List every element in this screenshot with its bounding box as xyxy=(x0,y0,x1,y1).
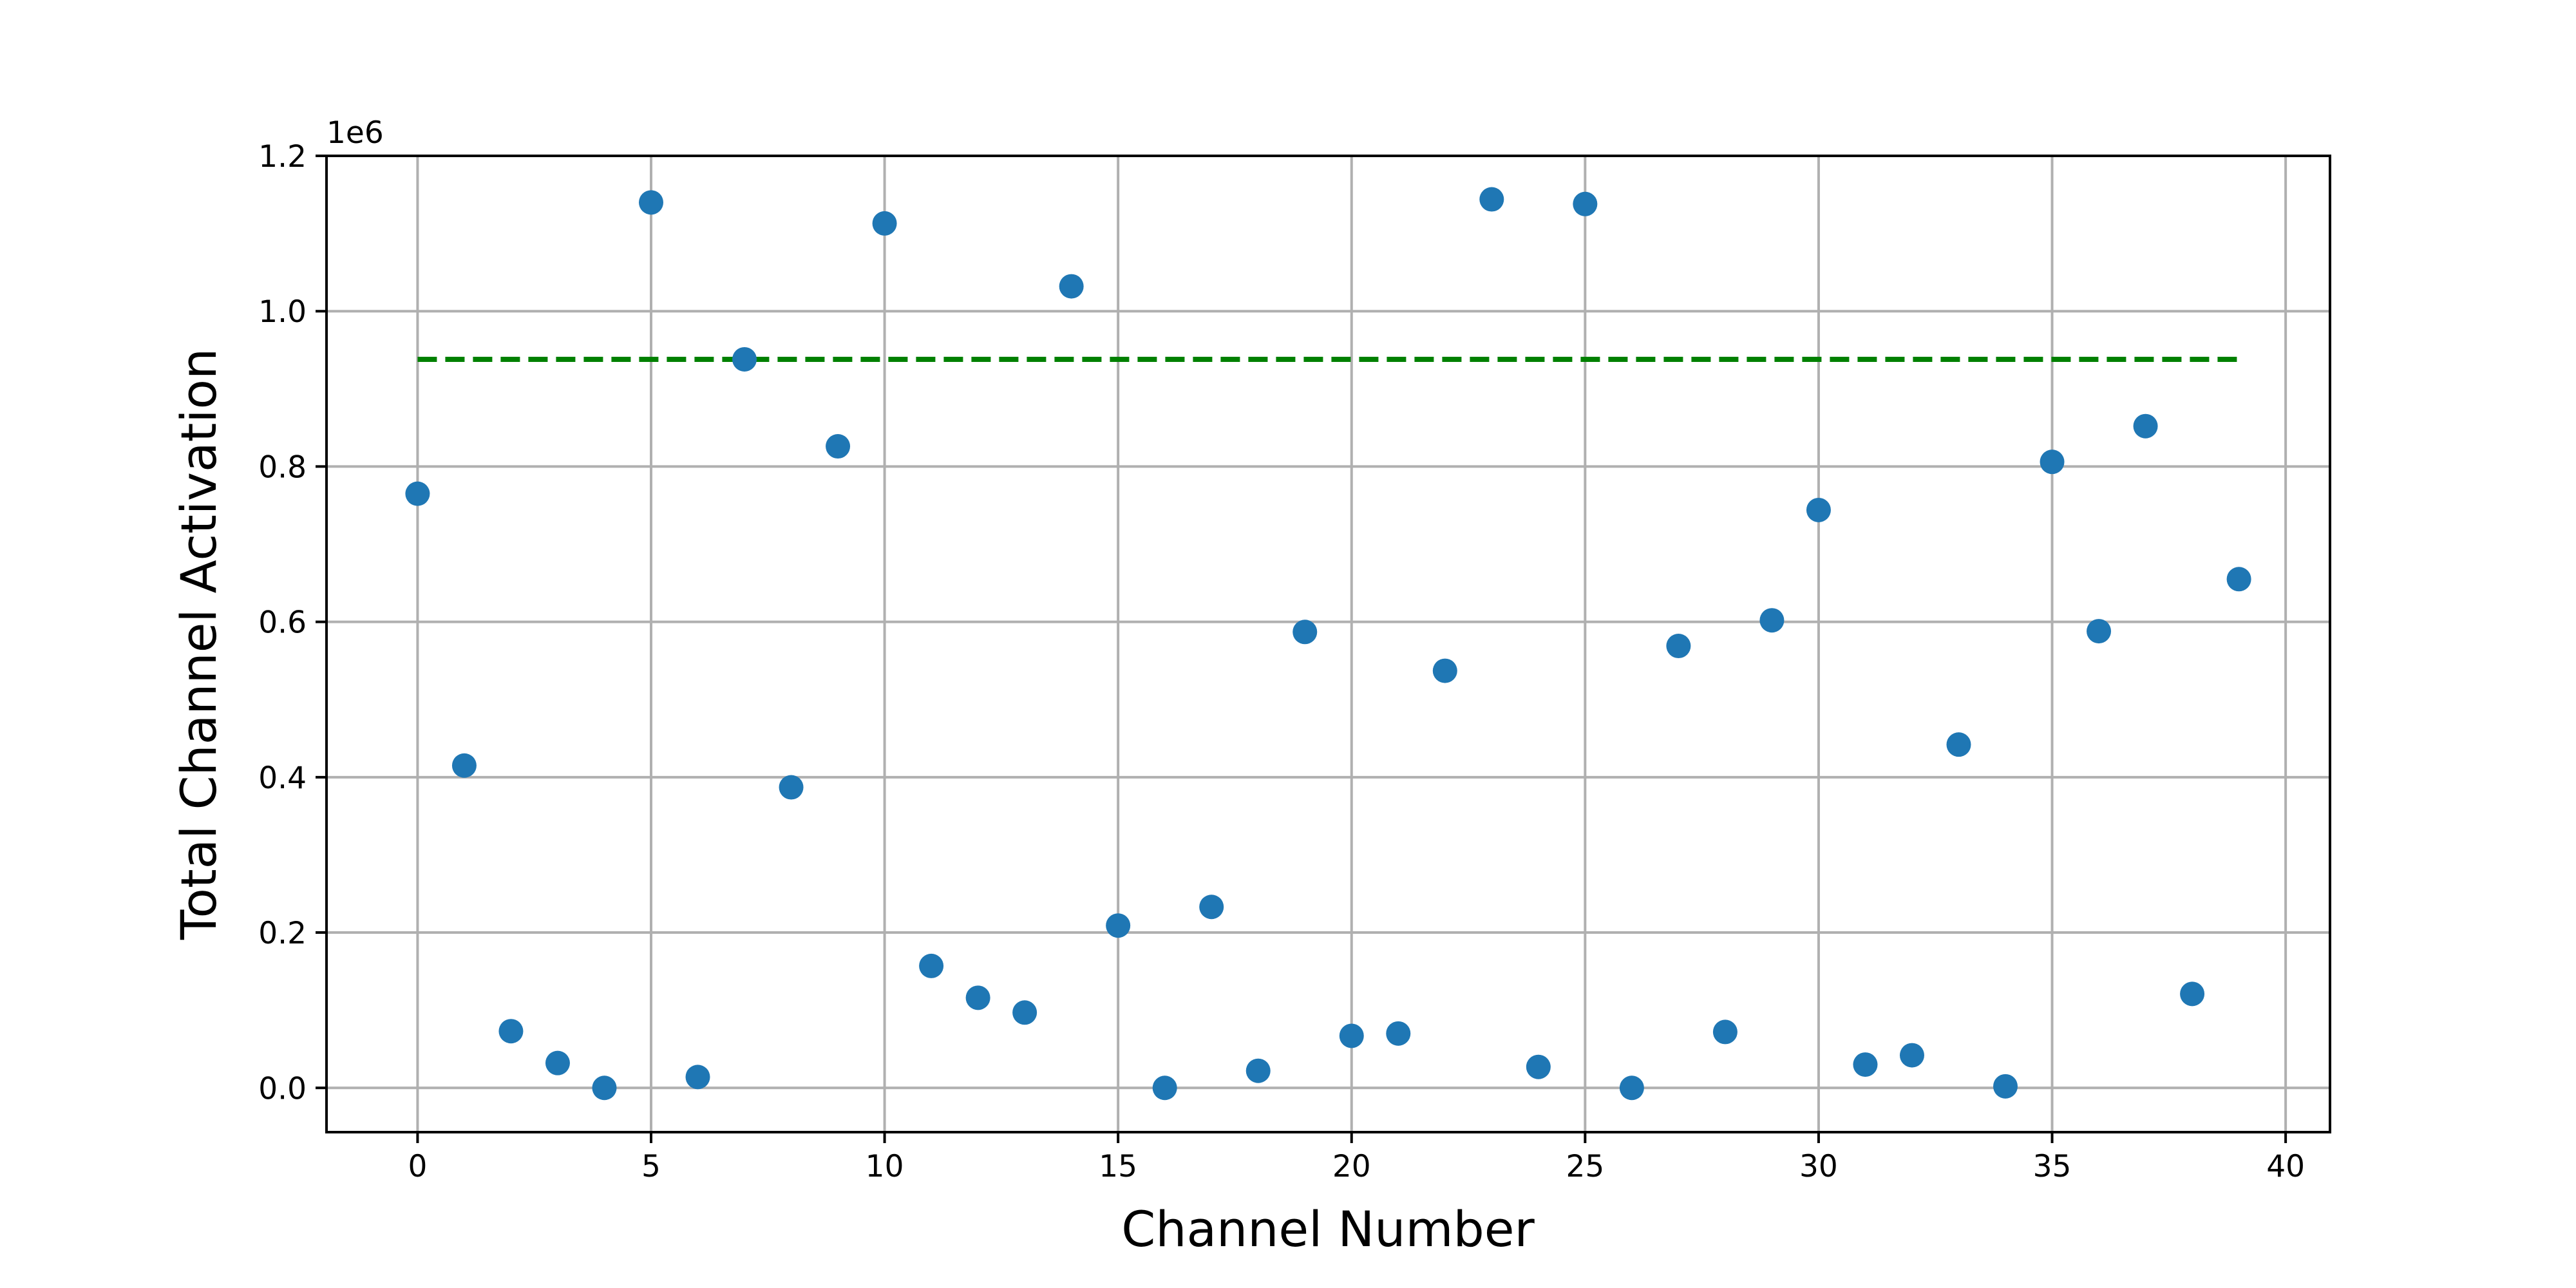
x-tick-label: 20 xyxy=(1332,1149,1371,1184)
y-axis-ticks: 0.0 0.2 0.4 0.6 0.8 1.0 1.2 xyxy=(258,139,327,1106)
y-tick-label: 0.6 xyxy=(258,605,307,641)
data-point xyxy=(1573,191,1598,216)
y-tick-label: 0.4 xyxy=(258,761,307,796)
data-point xyxy=(2180,981,2205,1007)
data-point xyxy=(2226,567,2251,592)
y-tick-label: 1.0 xyxy=(258,294,307,330)
data-point xyxy=(1245,1058,1271,1083)
data-point xyxy=(1059,274,1084,299)
data-point xyxy=(405,481,430,506)
x-tick-label: 25 xyxy=(1566,1149,1604,1184)
x-tick-label: 15 xyxy=(1099,1149,1137,1184)
x-axis-ticks: 0 5 10 15 20 25 30 35 40 xyxy=(408,1132,2305,1184)
y-axis-label: Total Channel Activation xyxy=(170,348,227,940)
x-axis-label: Channel Number xyxy=(1121,1200,1535,1258)
data-point xyxy=(1152,1075,1177,1101)
data-point xyxy=(1479,187,1504,212)
data-point xyxy=(1712,1019,1738,1045)
data-point xyxy=(1853,1052,1878,1077)
x-tick-label: 5 xyxy=(641,1149,661,1184)
data-point xyxy=(2087,619,2112,644)
y-tick-label: 0.2 xyxy=(258,916,307,951)
data-point xyxy=(1339,1023,1364,1048)
data-point xyxy=(1012,1000,1037,1025)
data-point xyxy=(2040,450,2065,475)
data-points xyxy=(405,187,2251,1101)
data-point xyxy=(2133,413,2158,439)
data-point xyxy=(872,211,897,236)
data-point xyxy=(685,1065,710,1090)
data-point xyxy=(545,1050,570,1075)
data-point xyxy=(592,1075,617,1101)
data-point xyxy=(1293,620,1318,645)
x-tick-label: 0 xyxy=(408,1149,427,1184)
plot-frame xyxy=(325,155,2331,1133)
data-point xyxy=(826,434,851,459)
data-point xyxy=(1899,1043,1924,1068)
data-point xyxy=(1106,913,1131,938)
data-point xyxy=(1386,1021,1411,1046)
y-tick-label: 0.0 xyxy=(258,1071,307,1106)
data-point xyxy=(1199,895,1224,920)
x-tick-label: 30 xyxy=(1799,1149,1838,1184)
data-point xyxy=(1666,634,1691,659)
data-point xyxy=(1993,1074,2018,1099)
data-point xyxy=(1946,732,1971,757)
data-point xyxy=(451,753,477,778)
data-point xyxy=(1806,497,1831,522)
data-point xyxy=(1759,608,1785,633)
y-tick-label: 1.2 xyxy=(258,139,307,175)
x-tick-label: 35 xyxy=(2033,1149,2072,1184)
x-tick-label: 10 xyxy=(866,1149,904,1184)
data-point xyxy=(965,985,990,1010)
data-point xyxy=(779,775,804,800)
y-tick-label: 0.8 xyxy=(258,450,307,485)
x-tick-label: 40 xyxy=(2266,1149,2305,1184)
data-point xyxy=(732,346,757,372)
data-point xyxy=(638,190,663,215)
data-point xyxy=(1619,1075,1644,1101)
data-point xyxy=(919,953,944,978)
y-offset-label: 1e6 xyxy=(327,115,384,151)
data-point xyxy=(498,1019,524,1044)
data-point xyxy=(1526,1054,1551,1079)
data-point xyxy=(1432,658,1457,683)
